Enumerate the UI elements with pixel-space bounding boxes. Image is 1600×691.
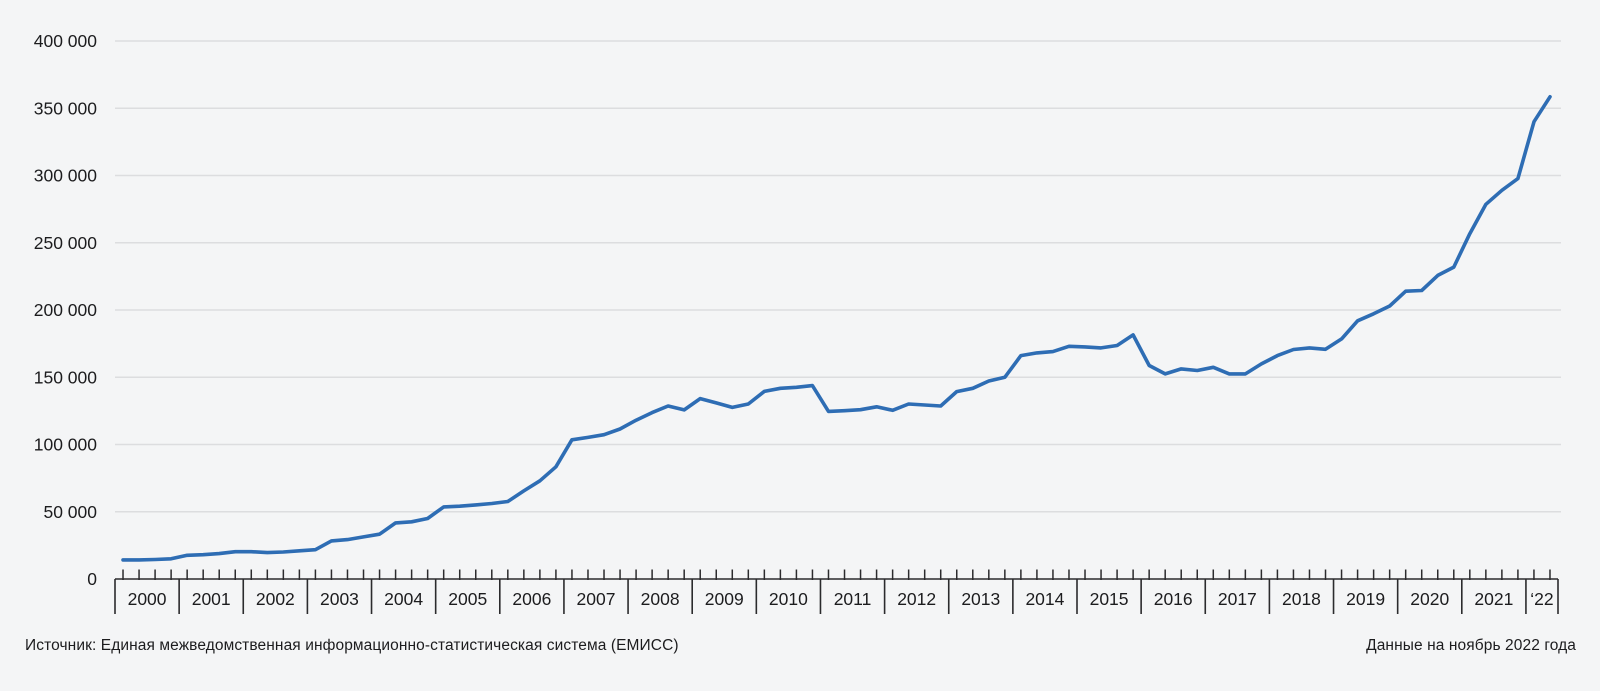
y-axis-tick-label: 250 000 — [34, 233, 98, 253]
year-label: 2009 — [705, 589, 744, 609]
year-label: 2012 — [897, 589, 936, 609]
year-label: 2011 — [834, 589, 872, 609]
y-axis-tick-label: 50 000 — [43, 502, 97, 522]
quarterly-line-chart: 0 50 000 100 000 150 000 200 000 250 000 300 0… — [34, 31, 1561, 614]
year-label: 2001 — [192, 589, 231, 609]
year-label: 2003 — [320, 589, 359, 609]
year-label: 2019 — [1346, 589, 1385, 609]
year-label: 2008 — [641, 589, 680, 609]
year-label: 2004 — [384, 589, 423, 609]
y-axis-tick-label: 0 — [87, 569, 97, 589]
year-label: 2010 — [769, 589, 808, 609]
year-label: 2013 — [961, 589, 1000, 609]
year-label: 2020 — [1410, 589, 1449, 609]
year-label: 2000 — [128, 589, 167, 609]
year-label: 2017 — [1218, 589, 1257, 609]
chart-footer: Источник: Единая межведомственная информ… — [0, 637, 1600, 655]
year-label: ‘22 — [1530, 589, 1553, 609]
year-label: 2015 — [1090, 589, 1129, 609]
data-note: Данные на ноябрь 2022 года — [1366, 637, 1576, 654]
year-label: 2005 — [448, 589, 487, 609]
source-caption: Источник: Единая межведомственная информ… — [25, 637, 679, 654]
year-label: 2006 — [512, 589, 551, 609]
y-axis-tick-label: 200 000 — [34, 300, 98, 320]
y-axis-tick-label: 350 000 — [34, 98, 98, 118]
y-axis-tick-label: 300 000 — [34, 166, 98, 186]
y-axis-tick-label: 150 000 — [34, 367, 98, 387]
year-label: 2002 — [256, 589, 295, 609]
year-label: 2014 — [1025, 589, 1064, 609]
year-label: 2007 — [577, 589, 616, 609]
data-series-line — [121, 95, 1552, 562]
year-label: 2016 — [1154, 589, 1193, 609]
year-label: 2018 — [1282, 589, 1321, 609]
y-axis-tick-label: 100 000 — [34, 435, 98, 455]
year-label: 2021 — [1474, 589, 1513, 609]
y-axis-tick-label: 400 000 — [34, 31, 98, 51]
